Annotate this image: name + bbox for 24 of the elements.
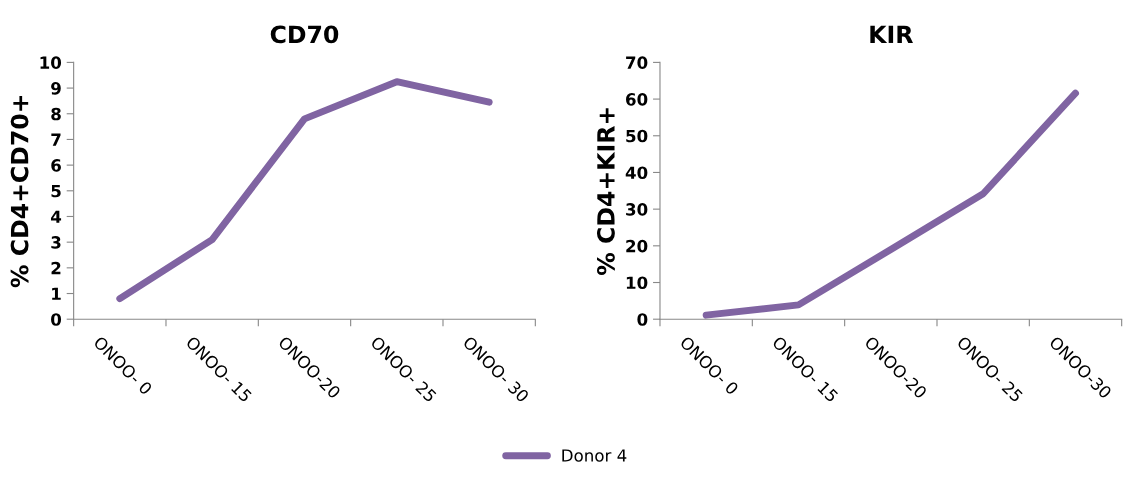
- y-tick-label: 0: [51, 313, 62, 326]
- y-tick-label: 6: [51, 159, 61, 172]
- y-axis-title: % CD4+CD70+: [10, 96, 29, 288]
- y-tick-label: 1: [52, 287, 61, 300]
- y-tick-label: 7: [51, 133, 61, 146]
- y-tick-label: 20: [626, 239, 648, 253]
- y-axis-title: % CD4+KIR+: [597, 108, 615, 276]
- y-tick-label: 9: [51, 82, 61, 95]
- y-tick-label: 70: [626, 56, 648, 69]
- y-tick-label: 60: [626, 93, 648, 106]
- y-tick-label: 8: [51, 107, 61, 121]
- y-tick-label: 30: [626, 203, 648, 216]
- y-tick-label: 3: [51, 236, 61, 249]
- y-tick-label: 4: [50, 210, 62, 223]
- chart-title: CD70: [270, 25, 339, 44]
- y-tick-label: 0: [637, 313, 648, 326]
- y-tick-label: 10: [40, 56, 62, 69]
- y-tick-label: 2: [51, 261, 61, 275]
- y-tick-label: 50: [626, 129, 648, 143]
- legend-label: Donor 4: [562, 449, 627, 462]
- chart-title: KIR: [870, 25, 913, 43]
- y-tick-label: 40: [625, 166, 648, 180]
- y-tick-label: 10: [626, 276, 648, 290]
- y-tick-label: 5: [51, 184, 61, 198]
